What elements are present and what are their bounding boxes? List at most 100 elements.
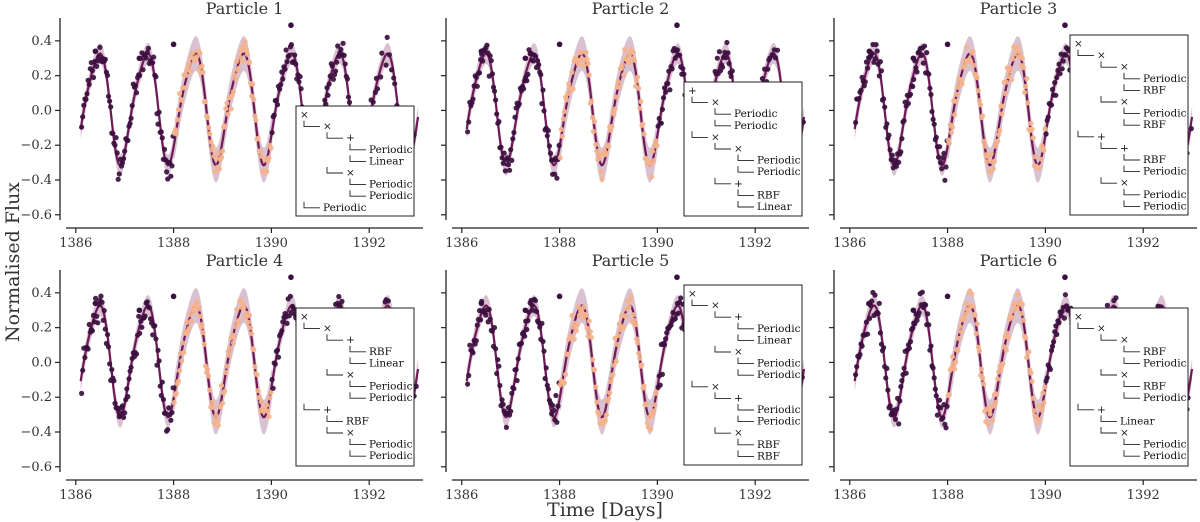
kernel-node: + (688, 85, 697, 97)
data-point (946, 140, 952, 146)
tree-connector (303, 201, 320, 209)
data-point (910, 307, 917, 314)
data-point (181, 349, 187, 356)
data-point (1113, 295, 1119, 301)
kernel-node: × (1120, 427, 1129, 439)
data-point (1037, 417, 1043, 423)
data-point (621, 72, 627, 78)
data-point (230, 340, 236, 346)
data-point (610, 372, 616, 378)
data-point (1020, 317, 1027, 323)
data-point (522, 55, 529, 62)
data-point (623, 314, 629, 320)
data-point (1023, 83, 1029, 90)
kernel-node: × (711, 300, 720, 312)
data-point (121, 156, 127, 162)
data-point (969, 291, 975, 297)
data-point (160, 396, 166, 403)
data-point (142, 313, 148, 319)
data-point (927, 347, 933, 353)
data-point (659, 106, 666, 112)
data-point (509, 390, 515, 396)
tree-connector (1100, 369, 1117, 376)
x-tick-label: 1390 (255, 236, 288, 251)
data-point (518, 340, 525, 346)
tree-connector (691, 299, 708, 307)
data-point (898, 149, 904, 155)
data-point (169, 409, 175, 416)
data-point (98, 293, 104, 299)
data-point (661, 85, 668, 91)
data-point (241, 43, 247, 49)
data-point (483, 312, 489, 318)
data-point (923, 302, 929, 308)
data-point (626, 60, 632, 66)
data-point (952, 366, 958, 372)
data-point (929, 109, 935, 115)
data-point (1031, 408, 1037, 414)
data-point (107, 361, 113, 367)
kernel-node: × (300, 311, 309, 323)
data-point (579, 49, 585, 55)
data-point (955, 348, 961, 354)
data-point (174, 117, 180, 123)
x-tick-label: 1392 (1127, 488, 1160, 503)
tree-connector (737, 438, 754, 446)
data-point (109, 367, 115, 373)
data-point (1061, 315, 1067, 321)
data-point (143, 55, 149, 61)
panel-title: Particle 2 (592, 0, 670, 18)
data-point (470, 350, 476, 356)
data-point (1023, 335, 1029, 341)
data-point (514, 377, 520, 384)
tree-connector (1123, 84, 1140, 91)
data-point (544, 133, 550, 139)
data-point (510, 136, 516, 142)
data-point (901, 118, 907, 124)
data-point (677, 52, 683, 58)
data-point (613, 94, 619, 100)
data-point (487, 53, 493, 59)
panel-4: Particle 4 0.4 0.2 0.0 −0.2 −0.4 −0.6 1386 1388 1… (20, 251, 423, 503)
tree-connector (1123, 345, 1140, 353)
data-point (926, 71, 932, 77)
kernel-node: × (300, 109, 309, 121)
data-point (1030, 395, 1036, 401)
y-tick-label: 0.4 (31, 34, 52, 49)
data-point (630, 312, 636, 318)
data-point (330, 76, 336, 82)
data-point (889, 152, 895, 158)
tree-connector (737, 322, 754, 330)
data-point (714, 55, 720, 61)
data-point (959, 81, 965, 87)
data-point (1030, 135, 1036, 141)
data-point (675, 310, 682, 316)
data-point (204, 366, 211, 372)
kernel-node: Periodic (757, 416, 801, 428)
data-point (207, 131, 213, 137)
data-point (383, 62, 389, 68)
data-point (667, 87, 673, 93)
data-point (105, 344, 112, 350)
data-point (859, 343, 865, 349)
kernel-node: Linear (369, 155, 405, 167)
data-point (322, 97, 328, 103)
data-point (1012, 300, 1018, 306)
data-point (126, 376, 132, 382)
data-point (864, 65, 871, 71)
data-point (874, 48, 880, 54)
x-tick-label: 1386 (445, 488, 478, 503)
data-point (545, 128, 551, 134)
tree-connector (714, 311, 731, 318)
kernel-node: × (734, 143, 743, 155)
data-point (86, 81, 92, 88)
data-point (111, 378, 117, 384)
data-point (954, 91, 960, 97)
data-point (99, 299, 105, 305)
data-point (971, 62, 977, 68)
tree-connector (737, 201, 754, 208)
data-point (269, 130, 275, 136)
data-point (999, 111, 1005, 117)
